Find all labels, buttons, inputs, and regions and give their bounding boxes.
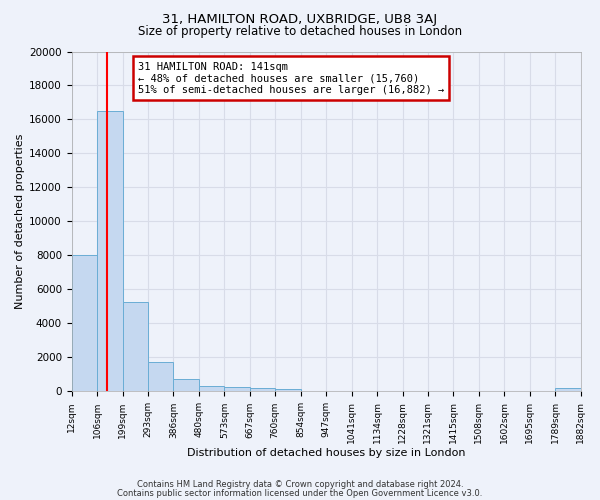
Text: 31 HAMILTON ROAD: 141sqm
← 48% of detached houses are smaller (15,760)
51% of se: 31 HAMILTON ROAD: 141sqm ← 48% of detach… xyxy=(138,62,444,95)
Bar xyxy=(122,302,148,392)
Y-axis label: Number of detached properties: Number of detached properties xyxy=(15,134,25,309)
Text: Contains public sector information licensed under the Open Government Licence v3: Contains public sector information licen… xyxy=(118,488,482,498)
X-axis label: Distribution of detached houses by size in London: Distribution of detached houses by size … xyxy=(187,448,466,458)
Bar xyxy=(148,362,173,392)
Bar xyxy=(173,378,199,392)
Bar xyxy=(250,388,275,392)
Text: 31, HAMILTON ROAD, UXBRIDGE, UB8 3AJ: 31, HAMILTON ROAD, UXBRIDGE, UB8 3AJ xyxy=(163,12,437,26)
Bar xyxy=(275,389,301,392)
Bar xyxy=(555,388,581,392)
Bar xyxy=(199,386,224,392)
Bar xyxy=(71,256,97,392)
Text: Size of property relative to detached houses in London: Size of property relative to detached ho… xyxy=(138,25,462,38)
Bar xyxy=(97,111,122,392)
Text: Contains HM Land Registry data © Crown copyright and database right 2024.: Contains HM Land Registry data © Crown c… xyxy=(137,480,463,489)
Bar xyxy=(224,387,250,392)
